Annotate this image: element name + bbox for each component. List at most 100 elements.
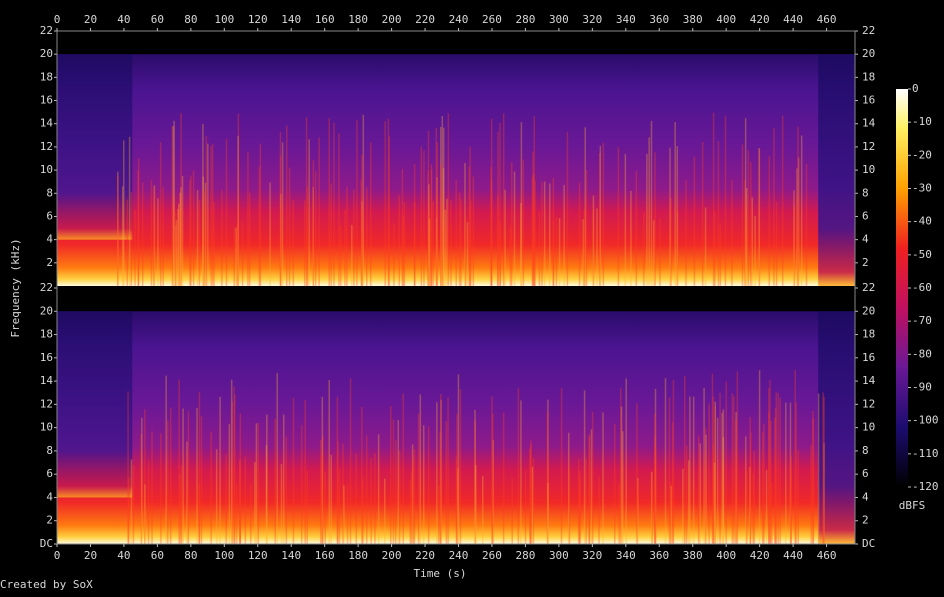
- colorbar-tick-label: -30: [912, 182, 932, 195]
- spectrum-streak: [745, 188, 748, 286]
- spectrum-streak: [419, 394, 422, 544]
- spectrum-streak: [171, 125, 174, 287]
- x-tick-label: 100: [214, 549, 234, 562]
- spectrum-streak: [704, 207, 707, 286]
- spectrum-streak: [430, 169, 433, 286]
- spectrum-streak: [190, 175, 192, 286]
- spectrum-streak: [502, 412, 505, 544]
- spectrum-streak: [555, 216, 558, 286]
- spectrum-streak: [162, 186, 164, 286]
- spectrum-streak: [384, 478, 386, 544]
- x-tick-label-top: 460: [817, 13, 837, 26]
- spectrum-streak: [714, 401, 717, 544]
- spectrum-streak: [200, 416, 203, 544]
- spectrum-streak: [437, 485, 440, 544]
- spectrum-streak: [439, 432, 441, 544]
- spectrum-streak: [546, 411, 549, 544]
- colorbar-tick-label: -50: [912, 248, 932, 261]
- spectrum-streak: [276, 372, 278, 544]
- spectrum-streak: [650, 472, 653, 544]
- spectrum-streak: [248, 192, 251, 286]
- spectrum-streak: [128, 136, 131, 286]
- y-tick-label-right: 16: [862, 351, 875, 364]
- spectrum-streak: [685, 180, 687, 286]
- spectrum-streak: [745, 436, 747, 544]
- x-tick-label-top: 380: [683, 13, 703, 26]
- spectrum-streak: [173, 120, 175, 286]
- spectrum-streak: [529, 444, 532, 544]
- spectrum-streak: [440, 393, 442, 544]
- spectrum-streak: [532, 173, 535, 286]
- spectrum-streak: [481, 476, 484, 544]
- spectrum-streak: [775, 201, 778, 286]
- spectrum-streak: [126, 199, 129, 286]
- spectrum-streak: [781, 115, 784, 286]
- spectrum-streak: [233, 386, 235, 544]
- spectrum-streak: [189, 180, 191, 286]
- y-tick-label: 20: [40, 304, 53, 317]
- spectrum-streak: [361, 201, 363, 286]
- spectrum-streak: [490, 118, 493, 286]
- spectrum-streak: [410, 471, 413, 544]
- spectrum-streak: [231, 401, 234, 544]
- spectrum-streak: [722, 437, 725, 544]
- spectrum-streak: [153, 185, 156, 286]
- spectrum-streak: [714, 405, 716, 544]
- spectrum-streak: [713, 462, 716, 544]
- x-tick-label: 60: [151, 549, 164, 562]
- x-tick-label-top: 40: [117, 13, 130, 26]
- spectrum-streak: [602, 412, 604, 544]
- spectrum-streak: [774, 417, 776, 544]
- spectrum-streak: [361, 407, 363, 544]
- spectrum-streak: [520, 400, 522, 544]
- spectrum-streak: [144, 484, 146, 544]
- spectrum-streak: [225, 454, 227, 544]
- spectrum-streak: [339, 225, 342, 286]
- spectrum-streak: [464, 217, 467, 286]
- spectrum-streak: [153, 187, 155, 286]
- y-tick-label-right: 12: [862, 140, 875, 153]
- y-tick-label: 14: [40, 117, 54, 130]
- spectrum-streak: [384, 121, 386, 286]
- spectrum-streak: [671, 422, 674, 544]
- spectrum-quiet: [57, 54, 133, 240]
- x-tick-label: 80: [184, 549, 197, 562]
- spectrum-streak: [127, 391, 129, 544]
- spectrum-streak: [810, 444, 812, 544]
- spectrum-streak: [472, 176, 475, 286]
- spectrum-streak: [304, 400, 306, 544]
- spectrum-streak: [592, 209, 595, 286]
- spectrum-streak: [697, 435, 700, 544]
- spectrum-streak: [447, 113, 450, 287]
- spectrum-streak: [210, 431, 212, 544]
- spectrum-streak: [548, 183, 551, 286]
- spectrum-streak: [531, 176, 534, 286]
- x-tick-label-top: 220: [415, 13, 435, 26]
- spectrum-streak: [513, 171, 516, 286]
- spectrum-streak: [165, 375, 167, 544]
- spectrum-streak: [259, 143, 262, 286]
- x-tick-label: 180: [348, 549, 368, 562]
- spectrum-streak: [474, 420, 477, 544]
- spectrum-streak: [333, 122, 335, 286]
- spectrum-streak: [150, 180, 153, 286]
- y-tick-label-right: 8: [862, 444, 869, 457]
- spectrum-streak: [598, 476, 600, 544]
- spectrum-streak: [282, 414, 285, 544]
- spectrum-streak: [285, 436, 288, 544]
- spectrum-streak: [795, 402, 797, 544]
- spectrum-streak: [436, 142, 439, 286]
- y-tick-label: DC: [40, 537, 53, 550]
- spectrum-streak: [582, 219, 584, 286]
- spectrum-streak: [402, 215, 405, 286]
- spectrum-streak: [169, 407, 172, 544]
- spectrum-streak: [343, 485, 345, 544]
- spectrum-streak: [349, 378, 352, 544]
- x-tick-label-top: 100: [214, 13, 234, 26]
- spectrum-streak: [398, 450, 401, 544]
- spectrum-streak: [321, 396, 324, 544]
- spectrum-streak: [308, 139, 310, 286]
- spectrum-streak: [440, 126, 442, 286]
- spectrum-streak: [338, 133, 340, 286]
- spectrum-streak: [797, 126, 799, 287]
